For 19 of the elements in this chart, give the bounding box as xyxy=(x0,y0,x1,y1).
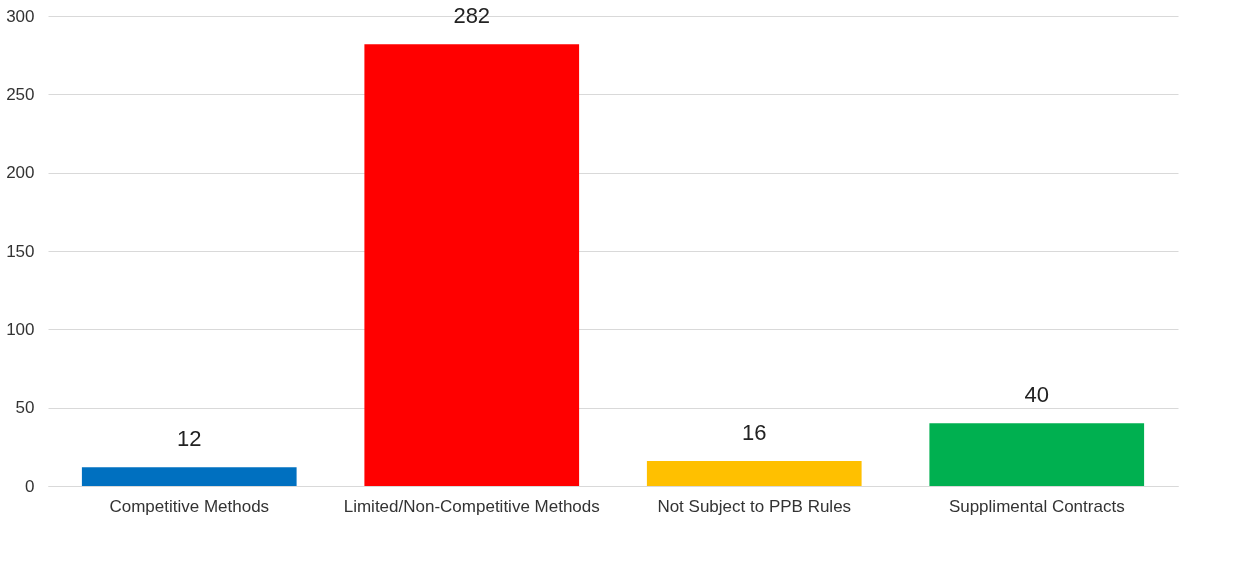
y-tick-label: 50 xyxy=(15,398,35,418)
y-tick-label: 0 xyxy=(25,476,35,496)
data-label: 282 xyxy=(453,3,491,29)
x-tick-label: Competitive Methods xyxy=(109,496,270,516)
x-tick-label: Supplimental Contracts xyxy=(948,496,1125,516)
y-tick-label: 100 xyxy=(6,319,35,339)
data-label: 12 xyxy=(177,426,202,452)
bar xyxy=(646,460,862,486)
y-tick-label: 150 xyxy=(6,241,35,261)
bar xyxy=(81,467,297,486)
bar xyxy=(364,44,580,486)
y-tick-label: 250 xyxy=(6,84,35,104)
bar xyxy=(929,423,1145,486)
y-tick-label: 300 xyxy=(6,6,35,26)
data-label: 40 xyxy=(1024,382,1049,408)
x-tick-label: Limited/Non-Competitive Methods xyxy=(343,496,600,516)
y-tick-label: 200 xyxy=(6,163,35,183)
x-tick-label: Not Subject to PPB Rules xyxy=(657,496,852,516)
data-label: 16 xyxy=(742,419,767,445)
